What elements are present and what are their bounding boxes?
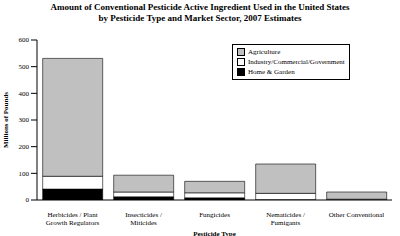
svg-text:500: 500 <box>19 63 30 71</box>
html-text:Amount of Conventional Pestici: Amount of Conventional Pesticide Active … <box>50 2 350 12</box>
html-text:by Pesticide Type and Market S: by Pesticide Type and Market Sector, 200… <box>98 13 302 23</box>
html-text:Agriculture: Agriculture <box>248 48 281 56</box>
svg-text:600: 600 <box>19 36 30 44</box>
svg-text:Nematicides /Fumigants: Nematicides /Fumigants <box>266 211 305 227</box>
svg-text:Insecticides /Miticides: Insecticides /Miticides <box>125 211 162 227</box>
svg-text:200: 200 <box>19 143 30 151</box>
html-text:Home & Garden: Home & Garden <box>248 68 295 76</box>
svg-text:300: 300 <box>19 116 30 124</box>
svg-text:Herbicides / PlantGrowth Regul: Herbicides / PlantGrowth Regulators <box>46 211 100 227</box>
html-text:Industry/Commercial/Government: Industry/Commercial/Government <box>248 58 345 66</box>
svg-text:100: 100 <box>19 170 30 178</box>
svg-text:400: 400 <box>19 90 30 98</box>
svg-text:Fungicides: Fungicides <box>199 211 230 219</box>
svg-text:Pesticide Type: Pesticide Type <box>193 230 236 236</box>
svg-text:Other Conventional: Other Conventional <box>329 211 384 219</box>
svg-text:Millions of Pounds: Millions of Pounds <box>8 92 10 148</box>
svg-text:0: 0 <box>26 196 30 204</box>
